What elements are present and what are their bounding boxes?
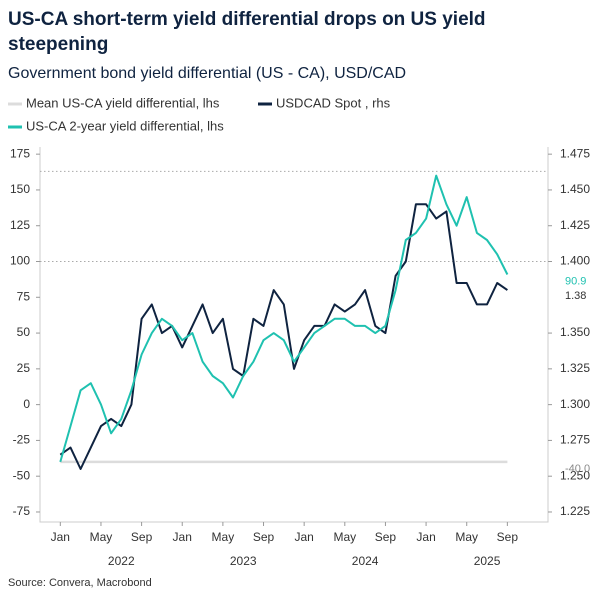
y-tick-label: 150 (10, 182, 30, 196)
x-group-label: 2024 (352, 554, 379, 568)
y-tick-label: 175 (10, 146, 30, 160)
y2-tick-label: 1.300 (560, 397, 590, 411)
y2-tick-label: 1.250 (560, 468, 590, 482)
chart-title: US-CA short-term yield differential drop… (8, 9, 486, 55)
end-label: 1.38 (565, 290, 586, 302)
series-line (59, 174, 509, 463)
y2-tick-label: 1.425 (560, 218, 590, 232)
x-group-label: 2022 (108, 554, 135, 568)
end-label: -40.0 (565, 463, 590, 475)
y-tick-label: -50 (13, 468, 31, 482)
y2-tick-label: 1.450 (560, 182, 590, 196)
y2-tick-label: 1.475 (560, 146, 590, 160)
y2-tick-label: 1.275 (560, 433, 590, 447)
end-label: 90.9 (565, 275, 586, 287)
y2-tick-label: 1.225 (560, 504, 590, 518)
y-tick-label: -75 (13, 504, 31, 518)
x-tick-label: Jan (416, 530, 435, 544)
y-tick-label: 100 (10, 254, 30, 268)
chart-subtitle: Government bond yield differential (US -… (8, 65, 406, 82)
y2-tick-label: 1.400 (560, 254, 590, 268)
x-tick-label: May (90, 530, 113, 544)
x-group-label: 2025 (474, 554, 501, 568)
y-tick-label: 25 (17, 361, 31, 375)
x-tick-label: Jan (294, 530, 313, 544)
x-tick-label: Jan (173, 530, 192, 544)
y2-tick-label: 1.325 (560, 361, 590, 375)
x-tick-label: Sep (497, 530, 519, 544)
legend-label: Mean US-CA yield differential, lhs (26, 95, 220, 110)
x-tick-label: May (455, 530, 478, 544)
source: Source: Convera, Macrobond (8, 577, 152, 589)
x-tick-label: May (333, 530, 356, 544)
legend-label: US-CA 2-year yield differential, lhs (26, 118, 224, 133)
legend-label: USDCAD Spot , rhs (276, 95, 391, 110)
plot-frame (39, 147, 549, 523)
y-tick-label: 0 (23, 397, 30, 411)
y-tick-label: 75 (17, 289, 31, 303)
x-tick-label: Sep (131, 530, 153, 544)
x-tick-label: Sep (375, 530, 397, 544)
y-tick-label: -25 (13, 433, 31, 447)
y-tick-label: 50 (17, 325, 31, 339)
x-tick-label: Jan (51, 530, 70, 544)
x-tick-label: Sep (253, 530, 275, 544)
x-group-label: 2023 (230, 554, 257, 568)
x-tick-label: May (212, 530, 235, 544)
y-tick-label: 125 (10, 218, 30, 232)
y2-tick-label: 1.350 (560, 325, 590, 339)
series-line (59, 203, 508, 470)
